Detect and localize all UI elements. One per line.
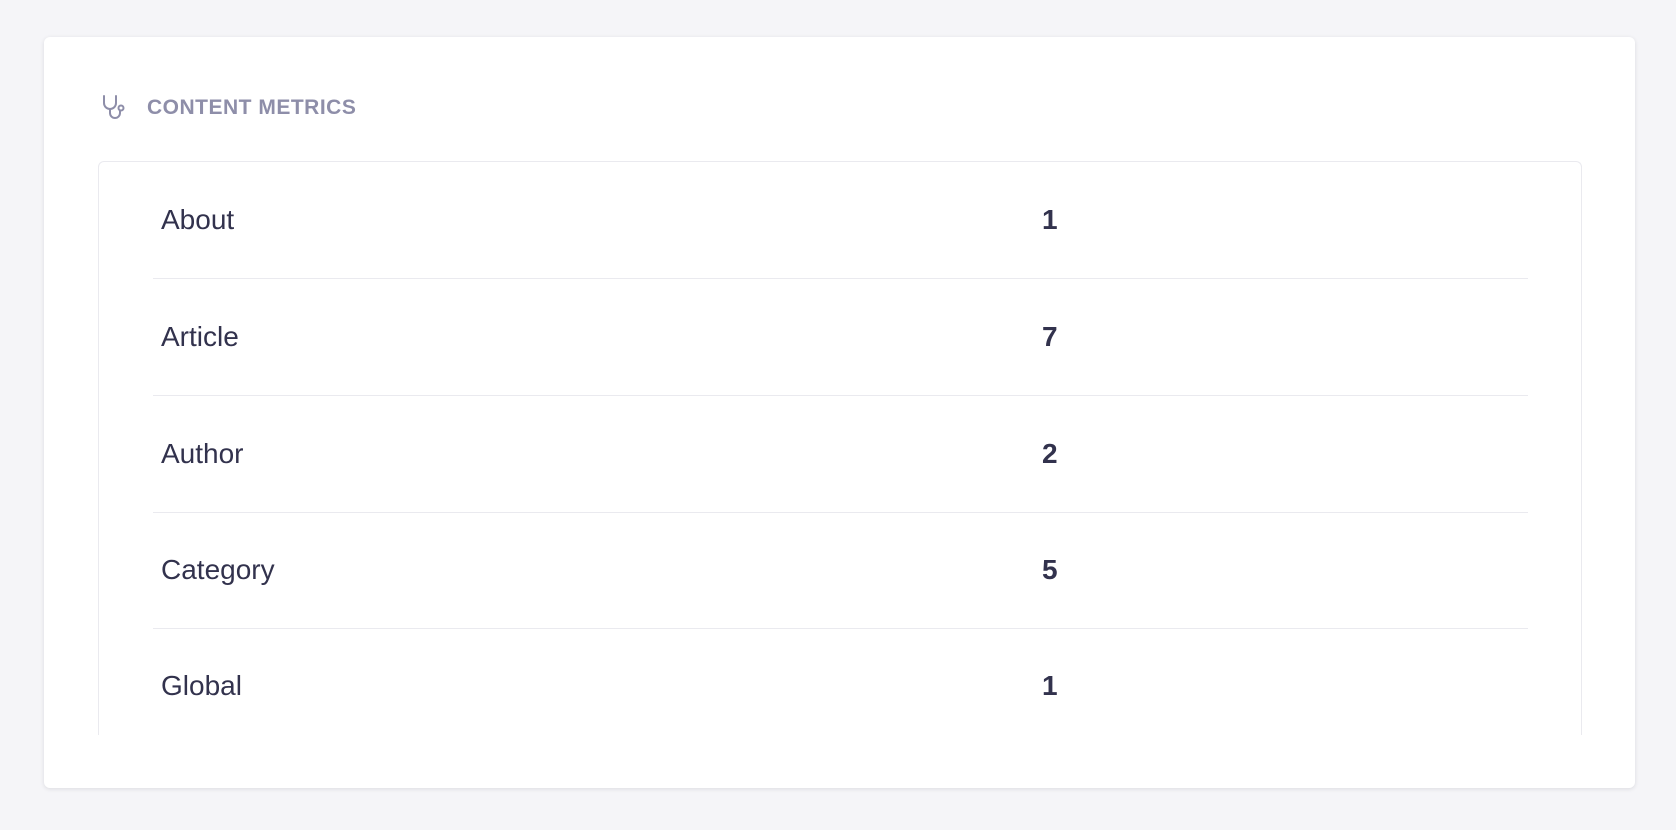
metric-value: 1: [1042, 204, 1058, 235]
content-metrics-card: CONTENT METRICS About 1 Article 7 Author…: [44, 37, 1635, 788]
metric-label: About: [161, 204, 235, 235]
table-row: Category 5: [153, 512, 1528, 629]
metric-value: 2: [1042, 438, 1058, 469]
table-row: Author 2: [153, 396, 1528, 513]
metric-value: 1: [1042, 670, 1058, 701]
metric-label: Category: [161, 554, 275, 585]
table-row: About 1: [153, 162, 1528, 279]
metric-label: Global: [161, 670, 242, 701]
metrics-table: About 1 Article 7 Author 2 Category 5 Gl…: [98, 161, 1582, 735]
section-title: CONTENT METRICS: [147, 96, 357, 119]
table-row: Article 7: [153, 279, 1528, 396]
metric-value: 5: [1042, 554, 1058, 585]
section-heading: CONTENT METRICS: [99, 92, 356, 124]
metric-label: Article: [161, 321, 239, 352]
metric-label: Author: [161, 438, 244, 469]
metric-value: 7: [1042, 321, 1058, 352]
stethoscope-icon: [103, 95, 125, 119]
table-row: Global 1: [153, 628, 1528, 735]
